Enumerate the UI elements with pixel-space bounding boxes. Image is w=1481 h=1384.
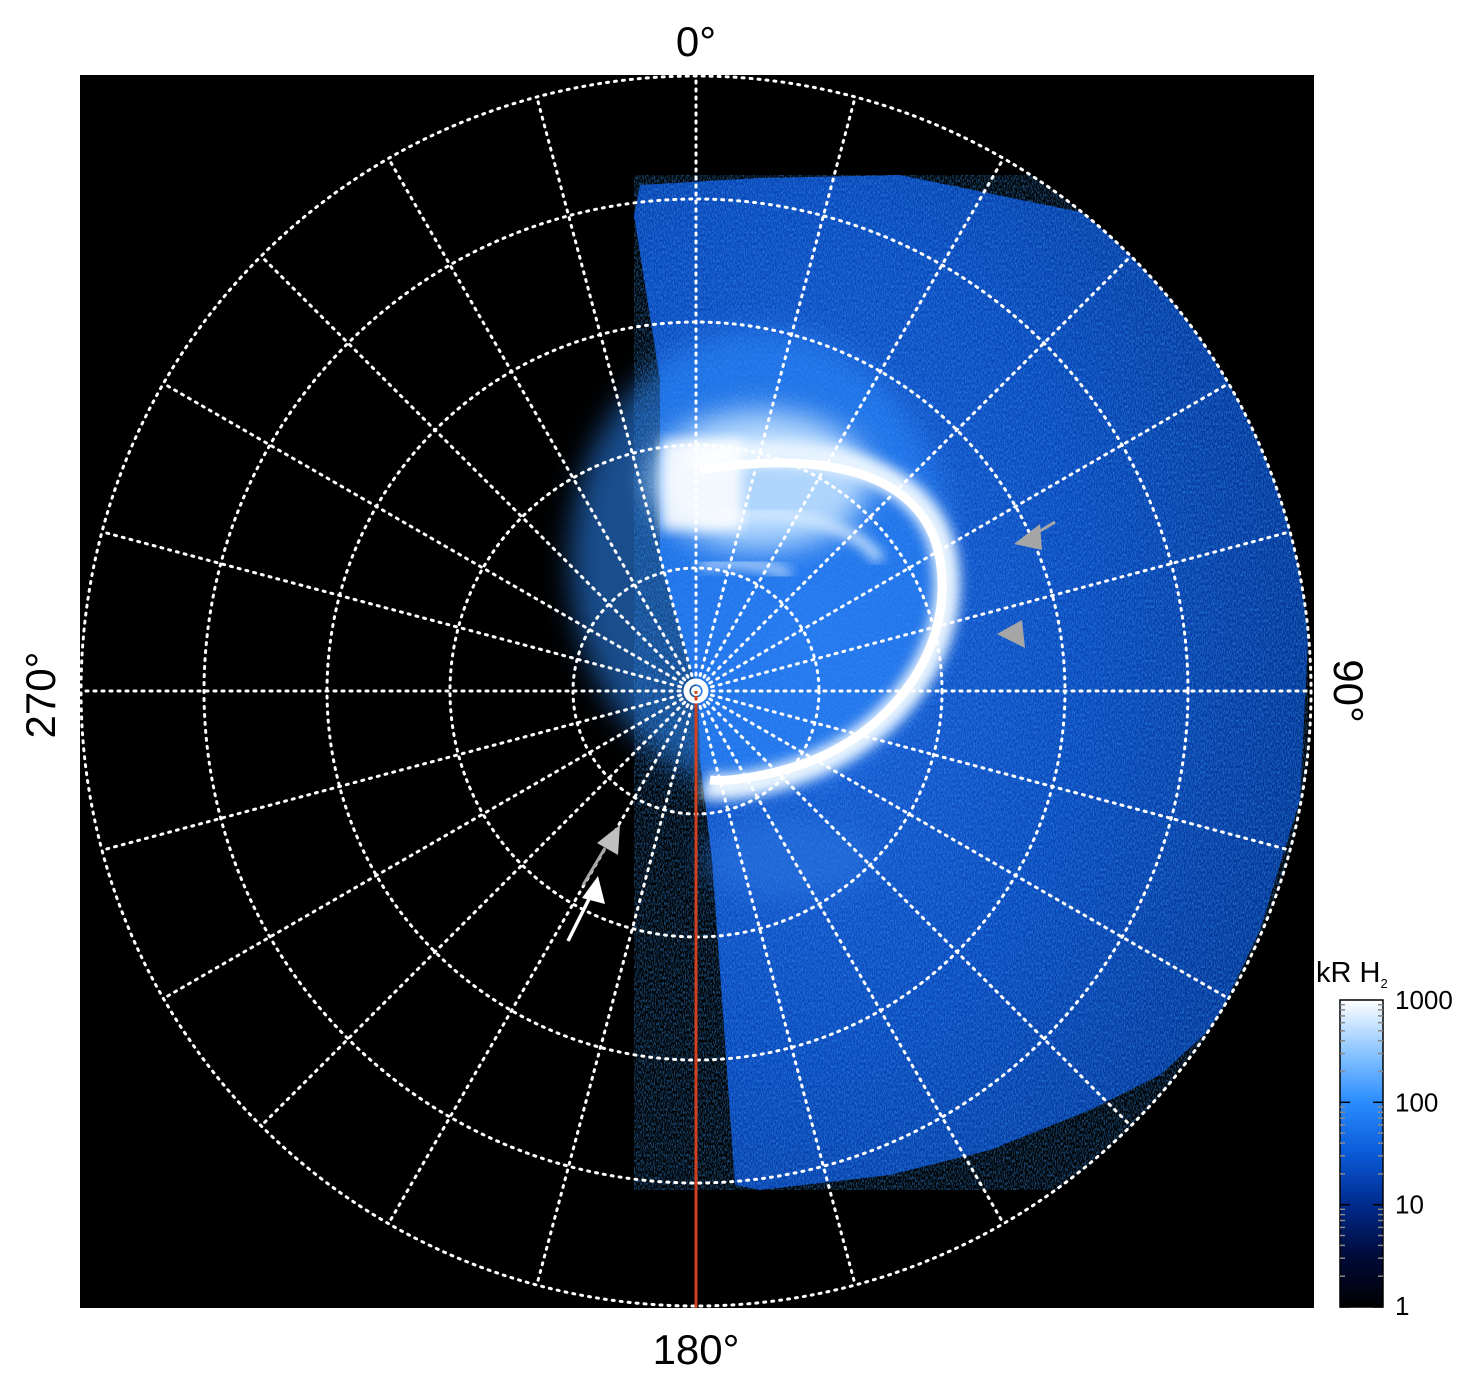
grid-spoke: [161, 382, 698, 693]
colorbar: kR H2 1000 100 10 1: [1316, 957, 1453, 1321]
annotation-arrows: [566, 520, 1056, 942]
grid-spoke: [535, 689, 698, 1287]
arrow-gray-1: [1014, 524, 1042, 550]
grid-spoke: [387, 689, 698, 1226]
colorbar-title-sub: 2: [1380, 976, 1387, 991]
colorbar-title-main: kR H: [1316, 957, 1380, 989]
grid-spoke: [694, 95, 857, 693]
arrow-gray-3-shaft: [581, 847, 607, 886]
grid-ring: [202, 197, 1190, 1185]
noon-bright-block: [662, 440, 742, 530]
angle-label-270: 270°: [17, 652, 64, 739]
grid-spoke: [100, 689, 698, 852]
grid-spoke: [161, 689, 698, 1000]
angle-label-0: 0°: [676, 18, 716, 65]
colorbar-gradient: [1339, 999, 1384, 1308]
arrow-white-shaft: [566, 892, 594, 942]
grid-spoke: [100, 530, 698, 693]
colorbar-tick-label: 100: [1395, 1087, 1438, 1117]
emission-map: [570, 175, 1308, 1190]
grid-spoke: [694, 382, 1231, 693]
colorbar-title: kR H2: [1316, 957, 1388, 991]
arrow-white: [582, 876, 605, 904]
angle-label-180: 180°: [653, 1326, 740, 1373]
grid-spoke: [694, 689, 1005, 1226]
main-auroral-oval-core: [699, 458, 947, 785]
grid-spoke: [259, 689, 698, 1128]
pole-marker-inner: [691, 686, 701, 696]
colorbar-tick-label: 1000: [1395, 985, 1453, 1015]
grid-spoke: [259, 254, 698, 693]
pole-marker-outer: [683, 678, 709, 704]
grid-spoke: [694, 156, 1005, 693]
grid-spoke: [694, 254, 1133, 693]
inner-arc-2: [699, 559, 792, 579]
grid-spoke: [694, 689, 1292, 852]
grid-spoke: [694, 689, 1231, 1000]
grid-spoke: [694, 689, 857, 1287]
grid-spoke: [694, 530, 1292, 693]
arrow-gray-3: [597, 825, 620, 855]
grid-spoke: [387, 156, 698, 693]
colorbar-tick-label: 1: [1395, 1291, 1409, 1321]
grid-ring: [80, 75, 1313, 1308]
dusk-streak: [705, 820, 875, 900]
colorbar-tick-label: 10: [1395, 1190, 1424, 1220]
angle-label-90: 90°: [1325, 659, 1372, 723]
colorbar-ticks: 1000 100 10 1: [1340, 985, 1453, 1321]
grid-spoke: [694, 689, 1133, 1128]
arrow-gray-2: [997, 620, 1025, 648]
grid-spoke: [535, 95, 698, 693]
